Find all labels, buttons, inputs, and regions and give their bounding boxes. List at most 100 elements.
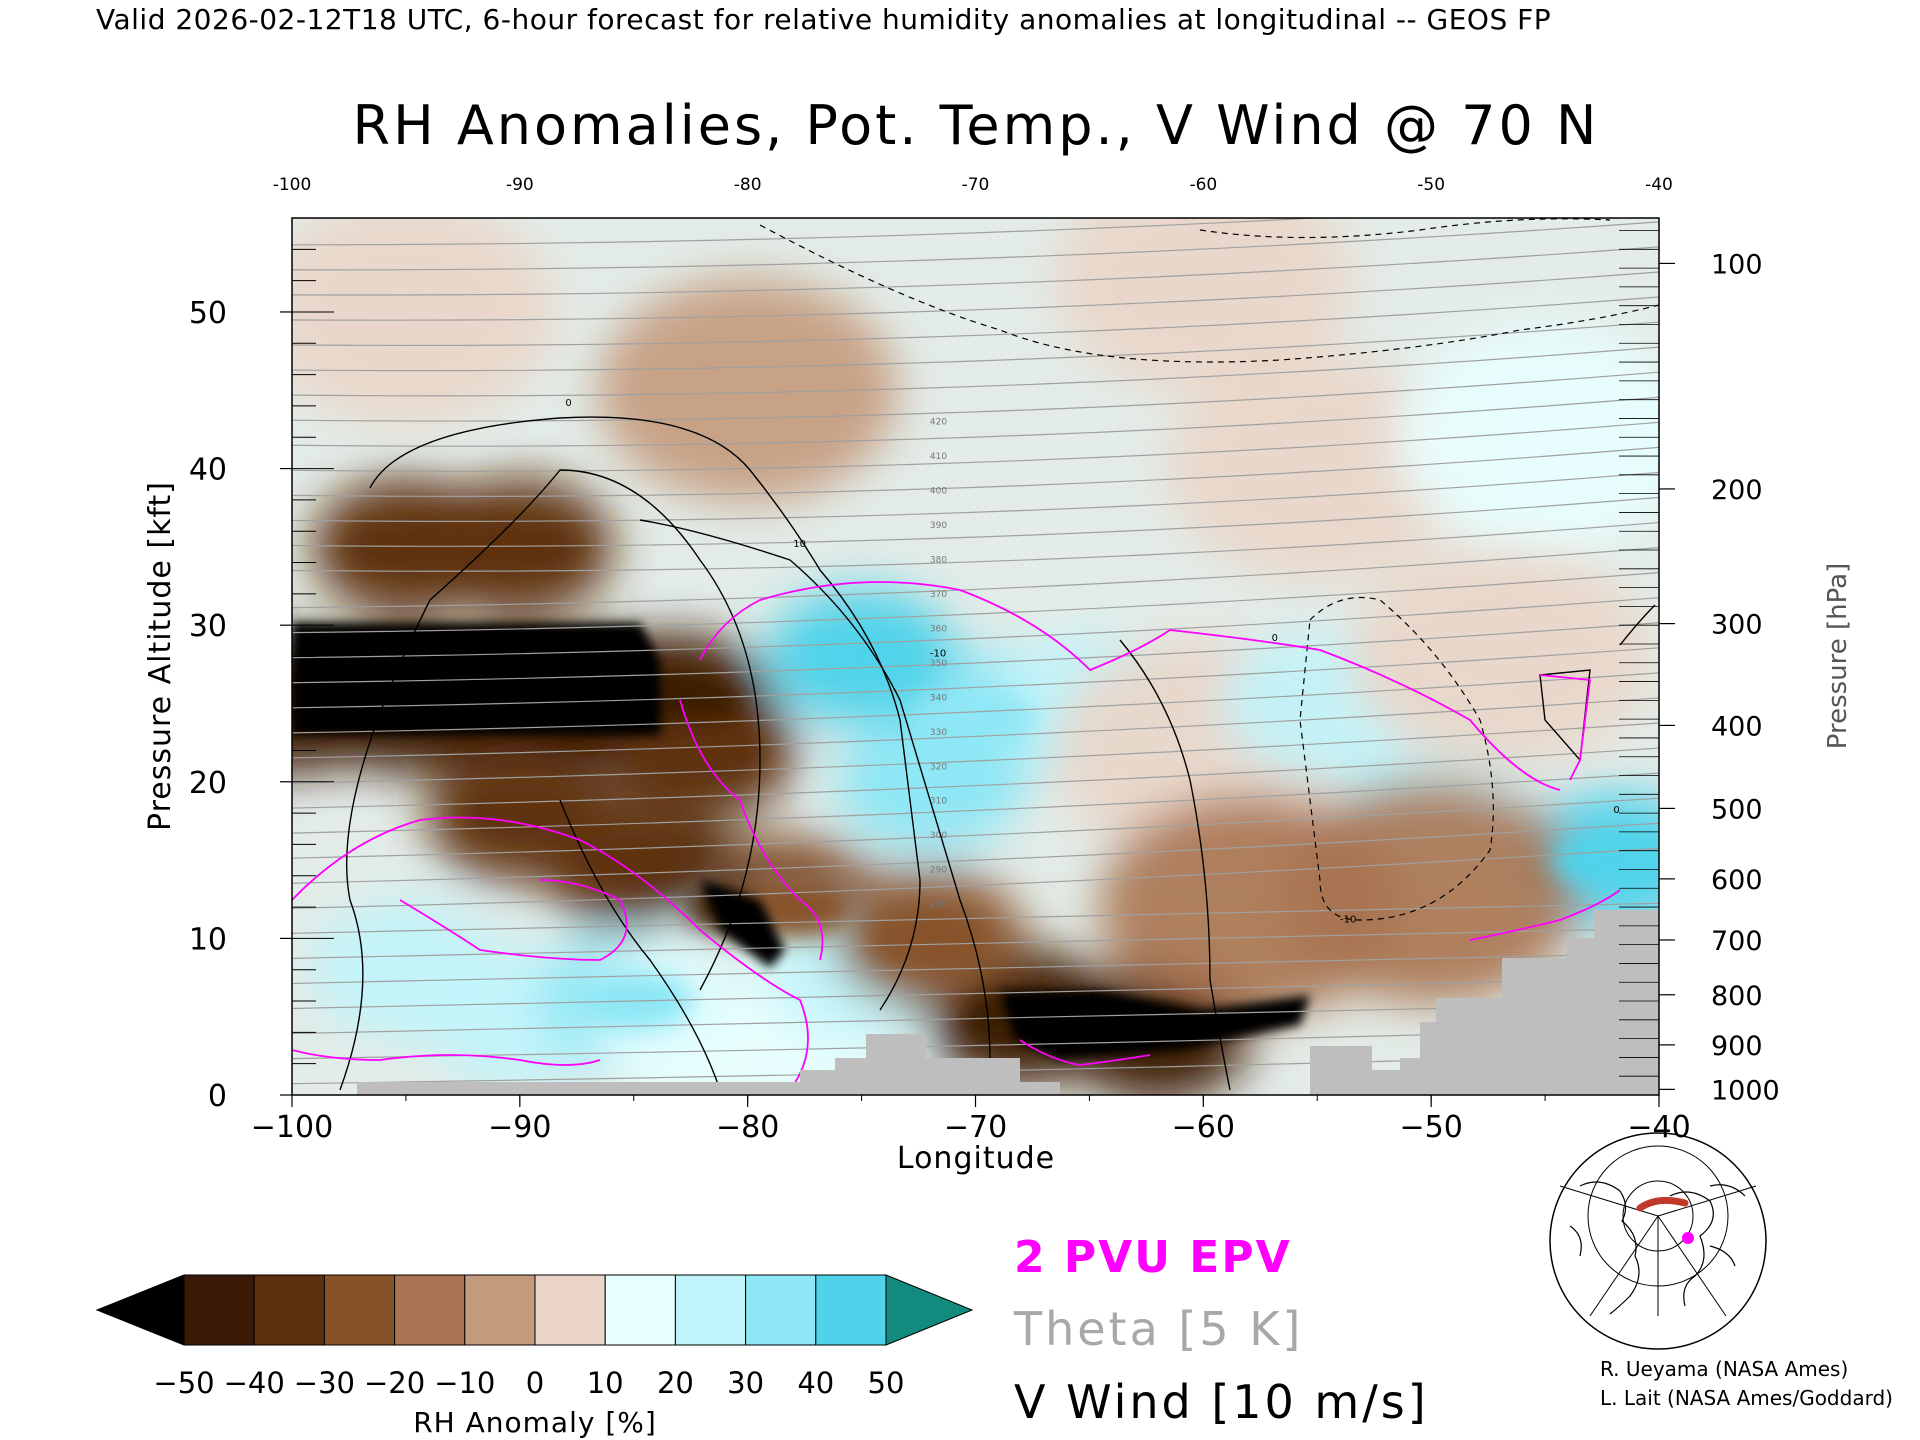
rh-field-core-point [915, 689, 1036, 750]
x-axis-top-tick-label: -40 [1645, 175, 1673, 195]
rh-field-core-point [869, 908, 990, 969]
terrain-mask [357, 910, 1659, 1095]
x-axis-top-tick-label: -80 [734, 175, 762, 195]
colorbar-tick-label: −40 [224, 1366, 285, 1400]
pressure-tick-label: 200 [1711, 475, 1763, 506]
theta-contour-line [292, 496, 1659, 547]
theta-contour-label: 420 [930, 418, 947, 428]
epv-contours [292, 581, 1621, 1091]
theta-contour-line [292, 902, 1659, 934]
credit-line-2: L. Lait (NASA Ames/Goddard) [1600, 1386, 1893, 1410]
x-axis-top-tick-label: -70 [962, 175, 990, 195]
theta-contour-line [292, 722, 1659, 784]
theta-contour-label: 350 [930, 659, 947, 669]
theta-contour-line [292, 296, 1659, 347]
theta-contour-line [292, 446, 1659, 497]
colorbar-bin [745, 1274, 817, 1346]
pressure-tick-label: 500 [1711, 794, 1763, 825]
colorbar-tick-label: 50 [868, 1366, 905, 1400]
colorbar-tick-label: 40 [797, 1366, 834, 1400]
colorbar: −50 −40 −30 −20 −10 0 10 20 30 40 50 [95, 1274, 974, 1400]
pressure-tick-label: 1000 [1711, 1075, 1780, 1106]
pressure-tick-label: 300 [1711, 610, 1763, 641]
theta-contour-line [292, 346, 1659, 397]
theta-contour-line [292, 672, 1659, 734]
legend-epv: 2 PVU EPV [1014, 1232, 1292, 1283]
v-wind-contour-label: 10 [793, 539, 806, 550]
pressure-tick-label: 800 [1711, 981, 1763, 1012]
theta-contour-line [292, 822, 1659, 884]
colorbar-bin [394, 1274, 466, 1346]
colorbar-bin [674, 1274, 747, 1346]
colorbar-tick-label: 0 [526, 1366, 544, 1400]
colorbar-tick-label: 30 [727, 1366, 764, 1400]
v-wind-contour-label: -10 [930, 649, 946, 660]
legend-vwind: V Wind [10 m/s] [1014, 1375, 1429, 1429]
y-axis-label: Pressure Altitude [kft] [143, 481, 178, 831]
y-axis-tick-label: 30 [189, 609, 227, 644]
x-axis-top-tick-label: -50 [1417, 175, 1445, 195]
y-axis-tick-label: 10 [189, 922, 227, 957]
v-wind-contour-label: -10 [1340, 915, 1356, 926]
theta-contour-label: 310 [930, 797, 947, 807]
theta-contour-label: 390 [930, 521, 947, 531]
rh-field-core-point [459, 516, 580, 577]
pressure-tick-label: 100 [1711, 249, 1763, 280]
legend-theta: Theta [5 K] [1013, 1302, 1303, 1356]
theta-contour-line [292, 471, 1659, 522]
dry-region-lower [1000, 990, 1310, 1060]
theta-contour-line [292, 772, 1659, 834]
colorbar-tick-label: −30 [294, 1366, 355, 1400]
theta-contour-line [292, 572, 1659, 634]
v-wind-negative-contour [1299, 596, 1494, 921]
v-wind-contour-line [639, 519, 991, 1061]
y-axis-tick-label: 0 [208, 1079, 227, 1114]
theta-contour-line [292, 952, 1659, 985]
v-wind-contour-line [339, 469, 761, 1091]
theta-contour-line [292, 797, 1659, 859]
y2-axis-label: Pressure [hPa] [1823, 563, 1853, 750]
v-wind-contour-label: 0 [1613, 805, 1619, 816]
rh-field-core-point [869, 751, 990, 812]
x-axis-tick-label: −70 [944, 1110, 1007, 1145]
v-wind-contour-label: 0 [1272, 633, 1278, 644]
pressure-tick-label: 900 [1711, 1031, 1763, 1062]
theta-contour-line [292, 321, 1659, 372]
theta-contour-line [292, 597, 1659, 659]
theta-contour-line [292, 647, 1659, 709]
epv-contour-line [1469, 889, 1621, 941]
v-wind-contour-line [369, 416, 921, 1011]
chart-title: RH Anomalies, Pot. Temp., V Wind @ 70 N [353, 94, 1600, 157]
axes: −100-100−90-90−80-80−70-70−60-60−50-50−4… [189, 175, 1780, 1145]
colorbar-bin [534, 1274, 606, 1346]
theta-contour-label: 360 [930, 624, 947, 634]
x-axis-top-tick-label: -90 [506, 175, 534, 195]
y-axis-tick-label: 20 [189, 766, 227, 801]
v-wind-negative-contour [759, 224, 1659, 363]
pressure-tick-label: 700 [1711, 926, 1763, 957]
valid-time-header: Valid 2026-02-12T18 UTC, 6-hour forecast… [96, 3, 1551, 36]
colorbar-tick-label: −50 [153, 1366, 214, 1400]
theta-contour-line [292, 371, 1659, 422]
theta-contour-line [292, 271, 1659, 321]
y-axis-tick-label: 50 [189, 296, 227, 331]
rh-field-point [1349, 544, 1650, 769]
theta-contour-line [292, 546, 1659, 609]
y-axis-tick-label: 40 [189, 453, 227, 488]
polar-map-icon [1549, 1132, 1767, 1350]
x-axis-tick-label: −50 [1400, 1110, 1463, 1145]
theta-contour-label: 300 [930, 831, 947, 841]
theta-contour-line [292, 218, 1326, 246]
theta-contour-line [292, 622, 1659, 684]
colorbar-high-arrow [885, 1274, 974, 1346]
theta-contour-line [292, 927, 1659, 959]
colorbar-low-arrow [95, 1274, 185, 1346]
theta-contour-line [292, 421, 1659, 472]
colorbar-tick-label: 10 [587, 1366, 624, 1400]
pressure-tick-label: 400 [1711, 711, 1763, 742]
theta-contour-label: 370 [930, 590, 947, 600]
x-axis-tick-label: −80 [716, 1110, 779, 1145]
colorbar-tick-label: 20 [657, 1366, 694, 1400]
v-wind-negative-contour [1199, 218, 1611, 239]
